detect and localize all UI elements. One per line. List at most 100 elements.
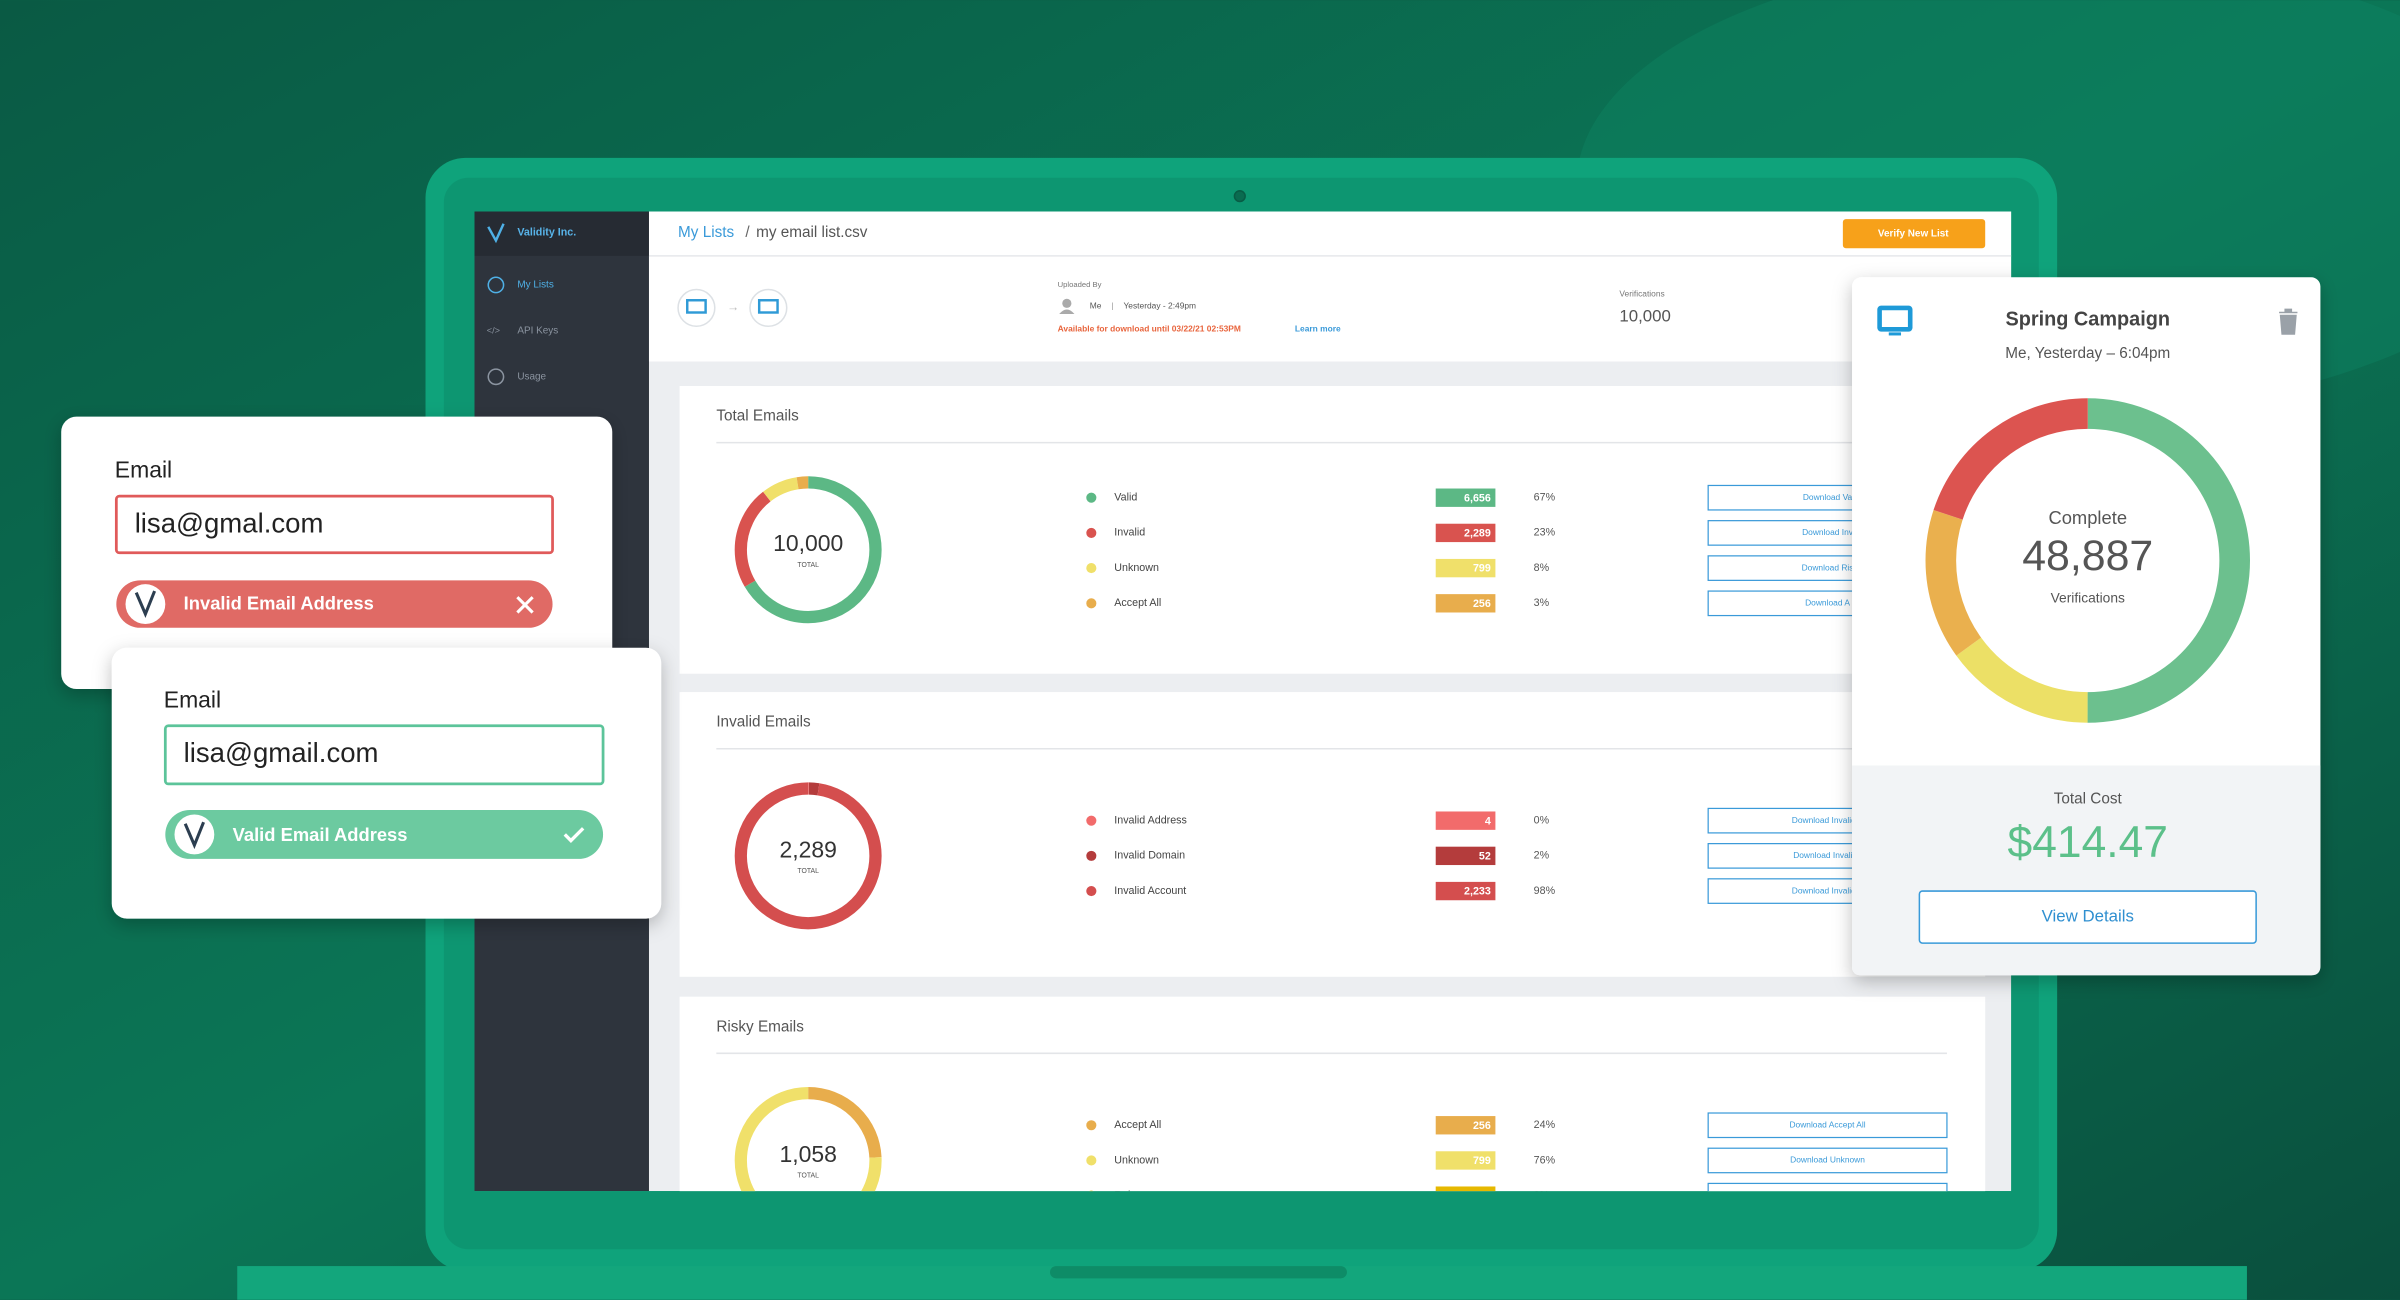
- row-name: Accept All: [1114, 597, 1161, 609]
- camera: [1233, 190, 1246, 203]
- percent-label: 0%: [1534, 1189, 1550, 1201]
- donut-total: 10,000: [773, 530, 843, 556]
- donut-total: 2,289: [779, 836, 836, 862]
- count-badge: [1435, 881, 1496, 901]
- view-details-label[interactable]: View Details: [2042, 907, 2134, 926]
- legend-dot: [1086, 1120, 1097, 1131]
- download-label[interactable]: Download A: [1805, 598, 1850, 608]
- count-label: 4: [1485, 815, 1491, 827]
- percent-label: 3%: [1534, 597, 1550, 609]
- breadcrumb-current: my email list.csv: [756, 224, 868, 241]
- download-label[interactable]: Download Accept All: [1789, 1119, 1865, 1129]
- download-label[interactable]: Download Invalid A: [1792, 815, 1864, 825]
- nav-icon: </>: [487, 325, 500, 335]
- verifications-label: Verifications: [1619, 288, 1664, 298]
- email-input-value[interactable]: lisa@gmail.com: [184, 737, 379, 768]
- email-input[interactable]: [163, 724, 605, 786]
- view-details-button[interactable]: [1918, 890, 2257, 944]
- section-title: Total Emails: [716, 408, 799, 425]
- count-badge: [1435, 594, 1496, 613]
- section-title: Invalid Emails: [716, 714, 811, 731]
- status-x-icon: [516, 596, 534, 614]
- form-label: Email: [164, 686, 221, 712]
- status-badge: [165, 809, 604, 859]
- download-label[interactable]: Download Role Address: [1783, 1190, 1873, 1200]
- status-text: Valid Email Address: [233, 824, 408, 845]
- donut-segment: [734, 476, 882, 624]
- download-button[interactable]: [1707, 1182, 1948, 1207]
- row-name: Valid: [1114, 492, 1137, 504]
- nav-icon: [487, 368, 505, 386]
- download-button[interactable]: [1707, 1112, 1948, 1139]
- row-name: Invalid Domain: [1114, 850, 1185, 862]
- nav-item[interactable]: Usage: [517, 371, 546, 382]
- count-badge: [1435, 488, 1496, 507]
- download-label[interactable]: Download Ris: [1802, 562, 1854, 572]
- percent-label: 2%: [1534, 850, 1550, 862]
- legend-dot: [1089, 1190, 1094, 1192]
- nav-item[interactable]: My Lists: [517, 280, 553, 291]
- download-label[interactable]: Download Invalid A: [1792, 885, 1864, 895]
- uploaded-by-label: Uploaded By: [1058, 280, 1102, 289]
- breadcrumb-sep: /: [745, 224, 750, 241]
- form-label: Email: [115, 457, 172, 483]
- row-name: Invalid Account: [1114, 885, 1186, 897]
- download-label[interactable]: Download Inv: [1802, 527, 1854, 537]
- percent-label: 98%: [1534, 885, 1556, 897]
- count-label: 2,289: [1464, 528, 1491, 540]
- legend-dot: [1086, 850, 1097, 861]
- brand-logo: [487, 223, 505, 244]
- count-label: 799: [1473, 1155, 1491, 1167]
- badge-logo: [134, 590, 157, 619]
- campaign-card: [1852, 277, 2321, 976]
- monitor-icon: [757, 299, 779, 314]
- avatar-body: [1059, 309, 1075, 315]
- campaign-donut: [1925, 398, 2250, 723]
- email-input-value[interactable]: lisa@gmal.com: [135, 508, 324, 539]
- verify-button[interactable]: [1842, 219, 1986, 249]
- status-text: Invalid Email Address: [184, 593, 374, 614]
- section-card: [679, 692, 1986, 977]
- count-badge: [1435, 1151, 1496, 1170]
- download-label[interactable]: Download Va: [1803, 492, 1853, 502]
- nav-item[interactable]: API Keys: [517, 325, 558, 336]
- email-input[interactable]: [114, 494, 554, 555]
- count-label: 52: [1479, 850, 1491, 862]
- section-title: Risky Emails: [716, 1018, 804, 1035]
- arrow: →: [727, 300, 739, 314]
- legend-dot: [1086, 527, 1097, 538]
- donut-caption: TOTAL: [797, 1173, 819, 1180]
- count-label: 256: [1473, 598, 1491, 610]
- status-badge: [116, 580, 553, 628]
- row-name: Invalid Address: [1114, 814, 1187, 826]
- donut-segment: [734, 476, 882, 624]
- row-name: Invalid: [1114, 527, 1145, 539]
- percent-label: 0%: [1534, 814, 1550, 826]
- legend-dot: [1086, 492, 1097, 503]
- badge-logo: [183, 821, 205, 850]
- learn-more[interactable]: Learn more: [1295, 324, 1341, 334]
- donut-caption: TOTAL: [797, 868, 819, 875]
- donut-segment: [734, 782, 882, 930]
- status-check-icon: [563, 827, 585, 843]
- row-name: Accept All: [1114, 1119, 1161, 1131]
- download-button[interactable]: [1707, 1147, 1948, 1174]
- download-label[interactable]: Download Invalid I: [1793, 850, 1862, 860]
- row-name: Unknown: [1114, 562, 1159, 574]
- verify-button-label[interactable]: Verify New List: [1878, 228, 1949, 239]
- breadcrumb-link[interactable]: My Lists: [678, 224, 734, 241]
- monitor-icon: [686, 299, 707, 314]
- count-badge: [1435, 1116, 1496, 1135]
- trash-icon[interactable]: [2279, 308, 2298, 335]
- percent-label: 67%: [1534, 492, 1556, 504]
- campaign-status: Complete: [2048, 507, 2127, 528]
- campaign-icon-stand: [1888, 332, 1902, 336]
- percent-label: 23%: [1534, 527, 1556, 539]
- cost-label: Total Cost: [2054, 790, 2123, 807]
- cost-value: $414.47: [2008, 818, 2168, 867]
- donut-total: 1,058: [779, 1141, 836, 1167]
- donut-segment: [1925, 398, 2250, 723]
- download-label[interactable]: Download Unknown: [1790, 1155, 1865, 1165]
- campaign-verifications: 48,887: [2022, 532, 2153, 580]
